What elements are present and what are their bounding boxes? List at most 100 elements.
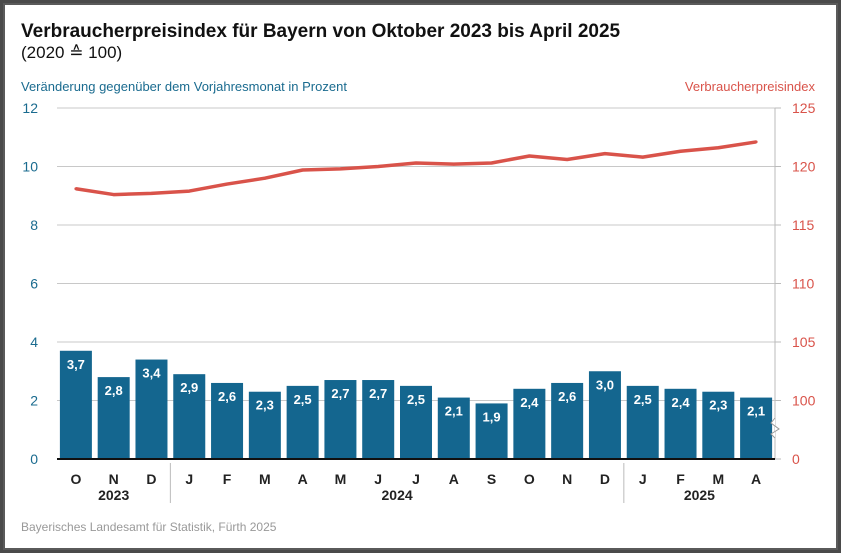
bar	[59, 350, 92, 459]
chart-subtitle: (2020 ≙ 100)	[21, 43, 122, 62]
right-tick-label: 105	[792, 334, 816, 350]
cpi-point	[754, 140, 758, 144]
left-tick-label: 4	[30, 334, 38, 350]
x-tick-label: M	[335, 471, 347, 487]
cpi-point	[74, 187, 78, 191]
left-tick-label: 0	[30, 451, 38, 467]
cpi-point	[490, 161, 494, 165]
x-tick-label: J	[639, 471, 647, 487]
bar-value-label: 3,7	[67, 357, 85, 372]
x-tick-label: N	[562, 471, 572, 487]
year-label: 2024	[382, 487, 413, 503]
right-tick-label: 120	[792, 159, 816, 175]
bar-value-label: 2,4	[520, 395, 539, 410]
year-label: 2023	[98, 487, 129, 503]
bar-value-label: 1,9	[483, 409, 501, 424]
bar-value-label: 2,7	[331, 386, 349, 401]
cpi-point	[301, 168, 305, 172]
cpi-point	[112, 193, 116, 197]
cpi-point	[149, 191, 153, 195]
bar-value-label: 2,5	[634, 392, 652, 407]
bar-value-label: 2,4	[671, 395, 690, 410]
bar-value-label: 2,6	[218, 389, 236, 404]
x-tick-label: D	[146, 471, 156, 487]
cpi-point	[716, 146, 720, 150]
x-tick-label: F	[676, 471, 685, 487]
x-tick-label: M	[259, 471, 271, 487]
cpi-point	[187, 189, 191, 193]
cpi-point	[527, 154, 531, 158]
right-tick-label: 115	[792, 217, 815, 233]
bar	[437, 397, 470, 459]
bar	[626, 385, 659, 459]
bar	[97, 377, 130, 459]
cpi-point	[414, 161, 418, 165]
axis-break-icon	[770, 417, 780, 439]
bar-value-label: 2,3	[256, 398, 274, 413]
left-axis-label: Veränderung gegenüber dem Vorjahresmonat…	[21, 79, 347, 94]
cpi-point	[225, 182, 229, 186]
x-tick-label: D	[600, 471, 610, 487]
x-tick-label: J	[374, 471, 382, 487]
cpi-point	[565, 157, 569, 161]
left-tick-label: 12	[22, 100, 38, 116]
x-tick-label: A	[751, 471, 761, 487]
cpi-point	[376, 165, 380, 168]
bar-value-label: 2,1	[445, 404, 463, 419]
bar	[400, 385, 432, 459]
cpi-point	[338, 167, 342, 171]
bar-value-label: 3,4	[142, 366, 161, 381]
x-tick-label: M	[712, 471, 724, 487]
bar	[211, 382, 244, 459]
x-tick-label: S	[487, 471, 496, 487]
x-tick-label: O	[524, 471, 535, 487]
cpi-point	[641, 155, 645, 159]
bar	[740, 397, 773, 459]
cpi-point	[679, 149, 683, 153]
x-tick-label: J	[185, 471, 193, 487]
right-tick-label: 100	[792, 393, 816, 409]
bar	[702, 391, 735, 459]
left-tick-label: 6	[30, 276, 38, 292]
bar	[664, 388, 697, 459]
source-note: Bayerisches Landesamt für Statistik, Für…	[21, 520, 277, 534]
cpi-point	[452, 162, 456, 166]
left-tick-label: 10	[22, 159, 38, 175]
x-tick-label: F	[223, 471, 232, 487]
bar	[173, 374, 206, 459]
left-tick-label: 8	[30, 217, 38, 233]
x-tick-label: J	[412, 471, 420, 487]
right-axis-label: Verbraucherpreisindex	[685, 79, 816, 94]
bar-value-label: 3,0	[596, 377, 614, 392]
bar-value-label: 2,9	[180, 380, 198, 395]
cpi-line	[75, 140, 757, 197]
bar-value-label: 2,3	[709, 398, 727, 413]
left-tick-label: 2	[30, 393, 38, 409]
cpi-point	[603, 152, 607, 156]
bar-value-label: 2,7	[369, 386, 387, 401]
x-tick-label: O	[70, 471, 81, 487]
chart-title: Verbraucherpreisindex für Bayern von Okt…	[21, 21, 621, 42]
bar-value-label: 2,1	[747, 404, 765, 419]
bar	[362, 380, 395, 459]
year-label: 2025	[684, 487, 715, 503]
x-tick-label: A	[449, 471, 459, 487]
x-tick-label: N	[109, 471, 119, 487]
bar	[286, 385, 319, 459]
bar-value-label: 2,5	[294, 392, 312, 407]
bar	[475, 403, 508, 459]
bar-value-label: 2,6	[558, 389, 576, 404]
cpi-point	[263, 176, 267, 180]
bar	[135, 359, 168, 459]
right-tick-label: 110	[792, 276, 815, 292]
x-tick-label: A	[298, 471, 308, 487]
bar	[248, 391, 281, 459]
bar-value-label: 2,5	[407, 392, 425, 407]
bar	[324, 380, 357, 459]
bar	[513, 388, 546, 459]
bar-value-label: 2,8	[105, 383, 123, 398]
right-tick-label: 125	[792, 100, 816, 116]
right-tick-label: 0	[792, 451, 800, 467]
bar	[588, 371, 621, 459]
